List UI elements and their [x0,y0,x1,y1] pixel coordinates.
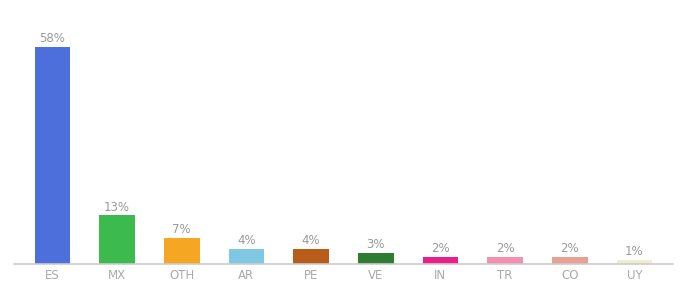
Bar [164,238,199,264]
Bar [617,260,652,264]
Bar [422,256,458,264]
Bar [228,249,265,264]
Text: 2%: 2% [496,242,514,255]
Text: 3%: 3% [367,238,385,251]
Text: 13%: 13% [104,200,130,214]
Text: 1%: 1% [625,245,644,258]
Text: 7%: 7% [173,223,191,236]
Bar [358,253,394,264]
Text: 2%: 2% [431,242,449,255]
Text: 4%: 4% [237,234,256,247]
Bar [552,256,588,264]
Text: 2%: 2% [560,242,579,255]
Bar [488,256,523,264]
Bar [293,249,329,264]
Bar [35,47,70,264]
Bar [99,215,135,264]
Text: 58%: 58% [39,32,65,45]
Text: 4%: 4% [302,234,320,247]
